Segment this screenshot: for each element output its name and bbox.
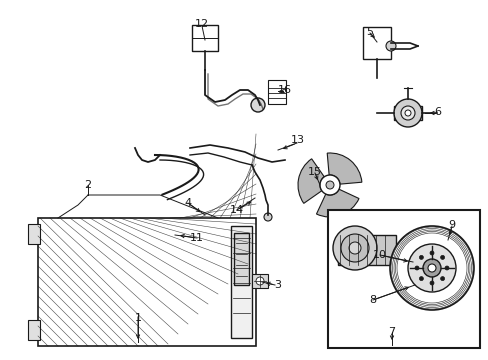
Circle shape	[444, 266, 448, 270]
Bar	[327, 210, 479, 348]
Wedge shape	[297, 159, 324, 203]
Circle shape	[414, 266, 418, 270]
Circle shape	[250, 98, 264, 112]
Circle shape	[419, 276, 423, 280]
Bar	[267, 80, 285, 104]
Circle shape	[389, 226, 473, 310]
Text: 5: 5	[366, 27, 373, 37]
Bar	[230, 226, 251, 338]
Text: 14: 14	[229, 205, 244, 215]
Bar	[362, 27, 390, 59]
Text: 15: 15	[307, 167, 321, 177]
Circle shape	[429, 281, 433, 285]
Circle shape	[404, 110, 410, 116]
Text: 6: 6	[434, 107, 441, 117]
Circle shape	[319, 175, 339, 195]
Circle shape	[348, 242, 360, 254]
Bar	[28, 320, 40, 340]
Bar	[393, 106, 421, 120]
Text: 7: 7	[387, 327, 395, 337]
Text: 11: 11	[190, 233, 203, 243]
Bar	[192, 25, 218, 51]
Circle shape	[264, 213, 271, 221]
Text: 4: 4	[184, 198, 191, 208]
Text: 9: 9	[447, 220, 455, 230]
Circle shape	[393, 99, 421, 127]
Circle shape	[429, 251, 433, 255]
Circle shape	[419, 255, 423, 260]
Bar	[234, 233, 248, 285]
Circle shape	[340, 234, 368, 262]
Circle shape	[440, 276, 444, 280]
Circle shape	[332, 226, 376, 270]
Text: 3: 3	[274, 280, 281, 290]
Text: 10: 10	[372, 250, 386, 260]
Circle shape	[440, 255, 444, 260]
Text: 2: 2	[84, 180, 91, 190]
Circle shape	[256, 277, 264, 285]
Circle shape	[427, 264, 435, 272]
Circle shape	[400, 106, 414, 120]
Wedge shape	[316, 189, 358, 217]
Text: 13: 13	[290, 135, 305, 145]
Bar	[38, 218, 256, 346]
Bar	[28, 224, 40, 244]
Wedge shape	[326, 153, 361, 184]
Bar	[337, 235, 395, 265]
Bar	[251, 274, 267, 288]
Circle shape	[325, 181, 333, 189]
Circle shape	[407, 244, 455, 292]
Text: 12: 12	[195, 19, 209, 29]
Circle shape	[385, 41, 395, 51]
Text: 16: 16	[278, 85, 291, 95]
Circle shape	[422, 259, 440, 277]
Text: 8: 8	[368, 295, 376, 305]
Text: 1: 1	[134, 313, 141, 323]
